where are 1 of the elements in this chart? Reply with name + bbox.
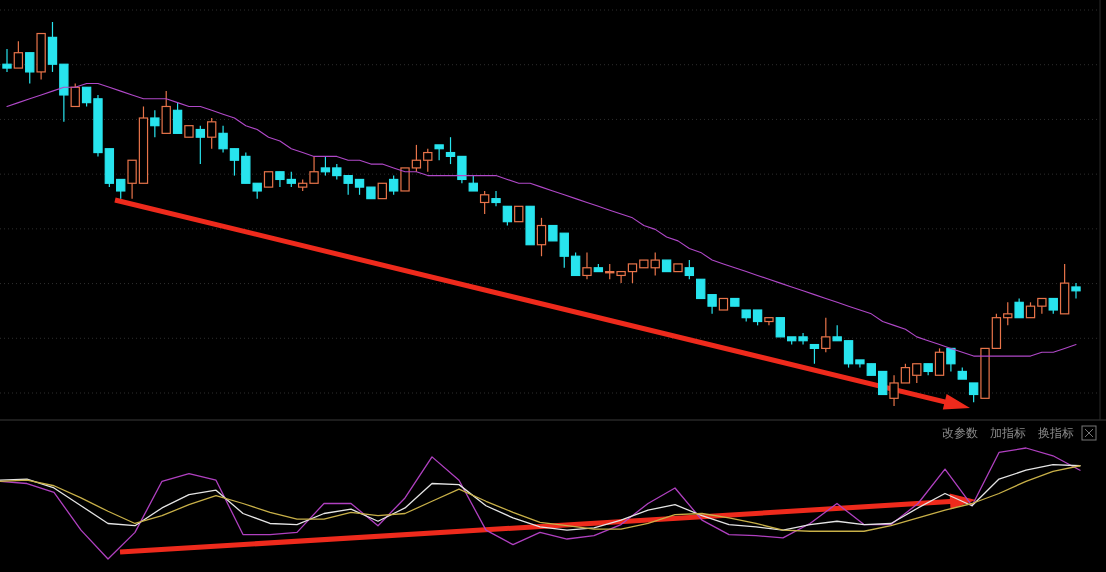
controls: 改参数 加指标 换指标: [942, 425, 1097, 441]
